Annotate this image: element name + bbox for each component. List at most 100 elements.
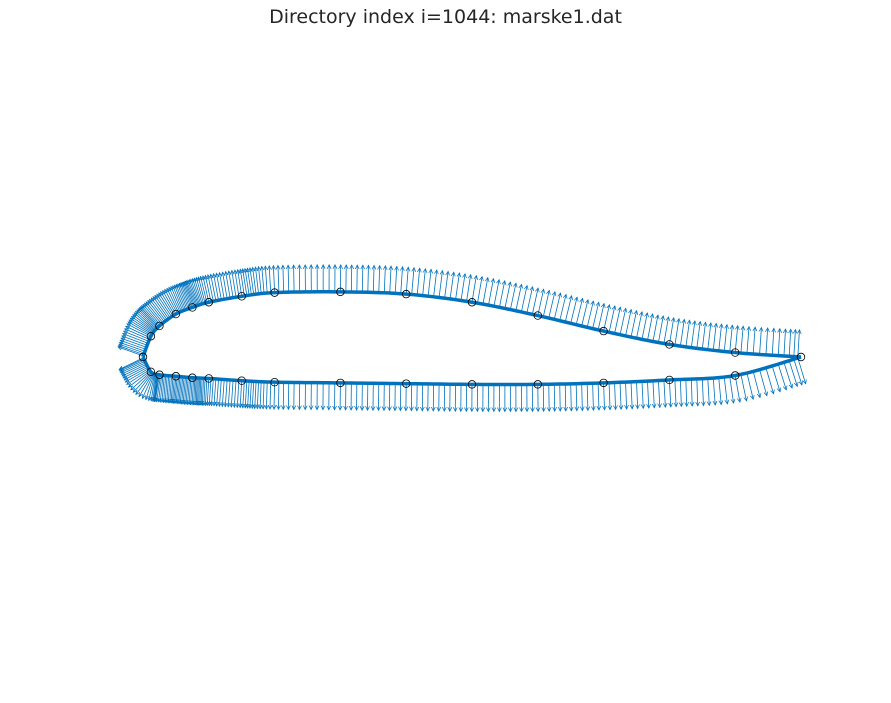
normal-arrow bbox=[225, 379, 227, 407]
normal-arrow bbox=[647, 381, 648, 408]
normal-arrow bbox=[701, 322, 705, 350]
surface-point-marker bbox=[336, 378, 345, 388]
normal-arrow bbox=[168, 375, 170, 403]
normal-arrow bbox=[466, 275, 471, 302]
normal-arrow bbox=[266, 381, 267, 409]
normal-arrow bbox=[201, 276, 208, 303]
normal-arrow bbox=[130, 318, 154, 334]
normal-arrow bbox=[652, 315, 658, 342]
normal-arrow bbox=[191, 377, 193, 405]
normal-arrow bbox=[625, 310, 632, 336]
normal-arrow bbox=[154, 374, 158, 401]
normal-arrow bbox=[586, 301, 593, 328]
surface-point-marker bbox=[731, 348, 740, 357]
normal-arrow bbox=[604, 382, 605, 410]
surface-point-marker bbox=[204, 374, 213, 383]
normal-arrow bbox=[794, 330, 796, 357]
normal-arrow bbox=[158, 375, 163, 402]
normal-arrow bbox=[136, 372, 153, 395]
surface-point-marker bbox=[188, 373, 197, 382]
normal-arrow bbox=[205, 275, 212, 302]
normal-arrow bbox=[231, 380, 233, 407]
normal-arrow bbox=[184, 377, 188, 404]
normal-arrow bbox=[219, 273, 225, 300]
normal-arrow bbox=[128, 322, 152, 336]
normal-arrow bbox=[401, 267, 403, 294]
normal-arrow bbox=[553, 293, 560, 320]
normal-arrow bbox=[245, 380, 247, 408]
normal-arrow bbox=[234, 380, 236, 407]
normal-arrow bbox=[182, 376, 185, 404]
normal-arrow bbox=[581, 300, 588, 327]
normal-arrow bbox=[150, 299, 167, 322]
normal-arrow bbox=[195, 377, 196, 405]
normal-arrow bbox=[686, 379, 687, 406]
normal-arrow bbox=[729, 325, 733, 353]
surface-point-marker bbox=[171, 309, 181, 319]
normal-arrow bbox=[373, 265, 374, 293]
lower-surface-curve bbox=[141, 355, 802, 387]
normal-arrow bbox=[630, 311, 637, 338]
normal-arrow bbox=[565, 383, 566, 411]
normal-arrow bbox=[196, 377, 197, 405]
normal-arrow bbox=[390, 266, 391, 294]
normal-arrow bbox=[217, 379, 219, 406]
normal-arrow bbox=[247, 268, 252, 295]
normal-arrow bbox=[164, 375, 166, 402]
normal-arrow bbox=[245, 269, 250, 296]
normal-arrow bbox=[653, 380, 654, 408]
normal-arrow bbox=[172, 376, 174, 403]
surface-points bbox=[138, 287, 806, 389]
normal-arrow bbox=[560, 384, 561, 411]
normal-arrow bbox=[176, 376, 180, 404]
normal-arrow bbox=[185, 281, 196, 307]
normal-arrow bbox=[262, 266, 265, 294]
normal-arrow bbox=[167, 375, 169, 403]
normal-arrow bbox=[204, 378, 205, 405]
normal-arrow bbox=[257, 381, 258, 409]
normal-arrow bbox=[433, 270, 437, 297]
normal-arrow bbox=[526, 287, 533, 314]
surface-point-marker bbox=[336, 287, 345, 297]
normal-arrow bbox=[129, 320, 153, 335]
normal-arrow bbox=[187, 377, 189, 405]
normal-arrow bbox=[157, 374, 161, 402]
normal-arrow bbox=[658, 316, 663, 343]
surface-point-marker bbox=[796, 352, 806, 362]
normal-arrow bbox=[368, 265, 369, 293]
normal-arrow bbox=[571, 383, 572, 411]
normal-arrow bbox=[165, 289, 178, 314]
normal-arrow bbox=[707, 323, 711, 350]
normal-arrow bbox=[734, 375, 740, 403]
normal-arrow bbox=[133, 372, 152, 392]
normal-arrow bbox=[608, 306, 615, 333]
normal-arrow bbox=[159, 293, 174, 316]
normal-arrow bbox=[294, 265, 295, 293]
normal-arrow bbox=[592, 302, 599, 329]
normal-arrow bbox=[179, 376, 182, 404]
normal-arrow bbox=[593, 383, 594, 410]
normal-arrow bbox=[729, 376, 734, 403]
normal-arrow bbox=[157, 294, 172, 317]
normal-arrow bbox=[708, 378, 710, 405]
normal-arrow bbox=[214, 378, 216, 406]
surface-point-marker bbox=[146, 367, 156, 376]
normal-arrow bbox=[155, 374, 160, 402]
normal-arrow bbox=[125, 329, 150, 340]
normal-arrow bbox=[520, 286, 527, 313]
normal-arrow bbox=[121, 338, 147, 348]
normal-arrow bbox=[252, 381, 253, 408]
normal-arrow bbox=[598, 383, 599, 410]
normal-arrow bbox=[669, 318, 673, 345]
normal-arrow bbox=[615, 382, 616, 410]
surface-point-marker bbox=[237, 376, 246, 385]
normal-arrow bbox=[127, 369, 150, 385]
normal-arrow bbox=[194, 377, 195, 405]
normal-arrow bbox=[248, 381, 250, 408]
normal-arrow bbox=[274, 382, 275, 409]
normal-arrow bbox=[118, 347, 144, 357]
normal-arrow bbox=[760, 328, 762, 355]
normal-arrow bbox=[509, 283, 516, 310]
normal-arrow bbox=[658, 380, 659, 408]
normal-arrow bbox=[183, 377, 186, 404]
